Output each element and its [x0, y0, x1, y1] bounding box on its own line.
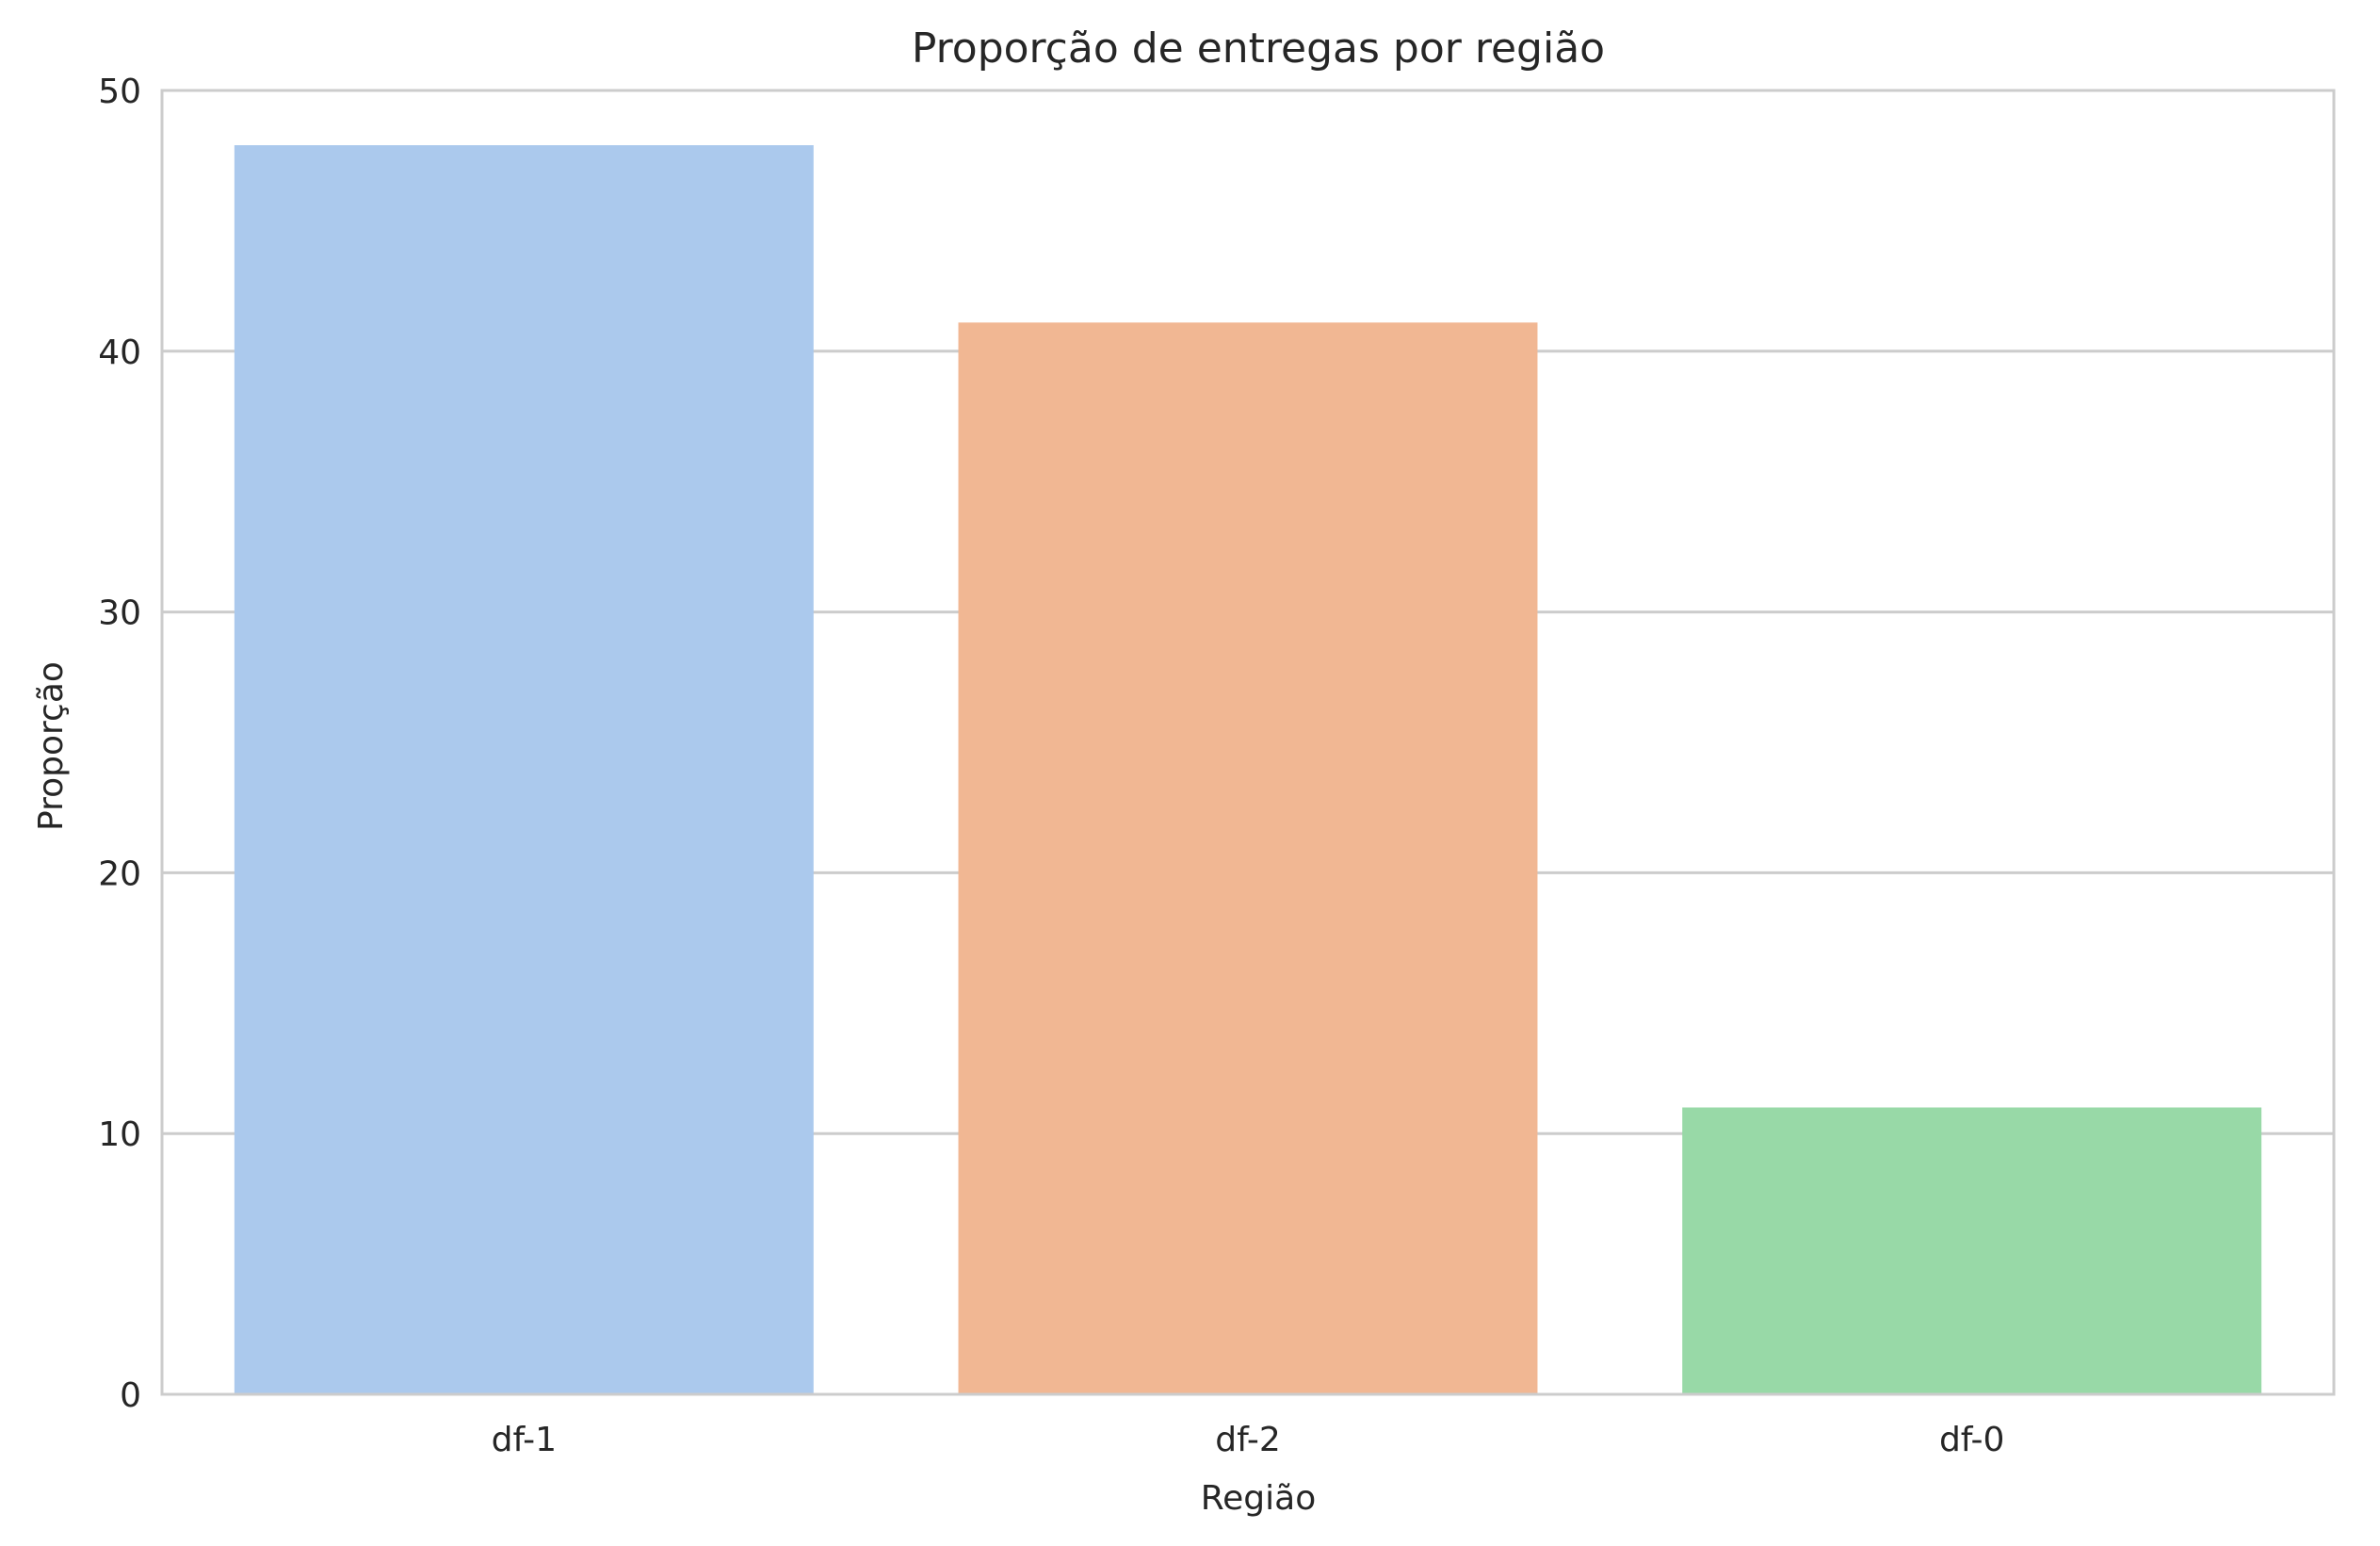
- chart-title: Proporção de entregas por região: [912, 24, 1605, 73]
- y-tick-label: 30: [98, 594, 141, 633]
- y-axis-label: Proporção: [32, 661, 71, 831]
- y-tick-labels: 0 10 20 30 40 50: [98, 73, 141, 1415]
- bar-df-0: [1682, 1107, 2262, 1394]
- y-tick-label: 10: [98, 1115, 141, 1154]
- bar-df-1: [234, 145, 814, 1394]
- y-tick-label: 0: [120, 1376, 141, 1415]
- plot-frame: [160, 89, 2336, 1396]
- bars: [234, 145, 2262, 1394]
- y-tick-label: 20: [98, 854, 141, 893]
- x-tick-labels: df-1 df-2 df-0: [492, 1421, 2005, 1459]
- x-axis-label: Região: [1201, 1479, 1316, 1518]
- y-tick-label: 50: [98, 73, 141, 111]
- bar-df-2: [958, 322, 1538, 1394]
- x-tick-label: df-2: [1215, 1421, 1280, 1459]
- y-tick-label: 40: [98, 334, 141, 372]
- x-tick-label: df-1: [492, 1421, 557, 1459]
- x-tick-label: df-0: [1939, 1421, 2004, 1459]
